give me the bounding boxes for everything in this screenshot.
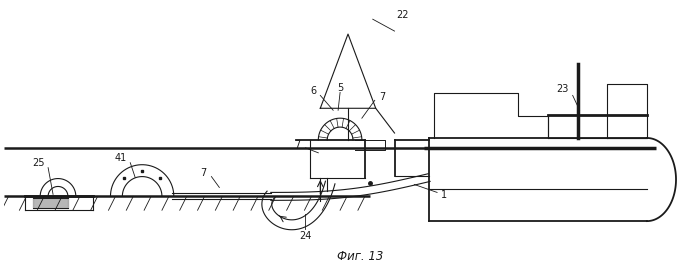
Text: 7: 7 — [200, 168, 207, 178]
Text: 25: 25 — [32, 158, 45, 168]
Text: 41: 41 — [114, 153, 126, 163]
Text: Фиг. 13: Фиг. 13 — [336, 250, 383, 263]
Text: 7: 7 — [380, 92, 386, 102]
Text: 6: 6 — [311, 86, 316, 96]
Text: 24: 24 — [299, 231, 311, 241]
Text: 23: 23 — [556, 85, 569, 95]
Text: 22: 22 — [396, 10, 409, 20]
Text: 1: 1 — [441, 191, 447, 200]
Text: 7: 7 — [295, 140, 301, 150]
Text: 5: 5 — [337, 83, 343, 93]
